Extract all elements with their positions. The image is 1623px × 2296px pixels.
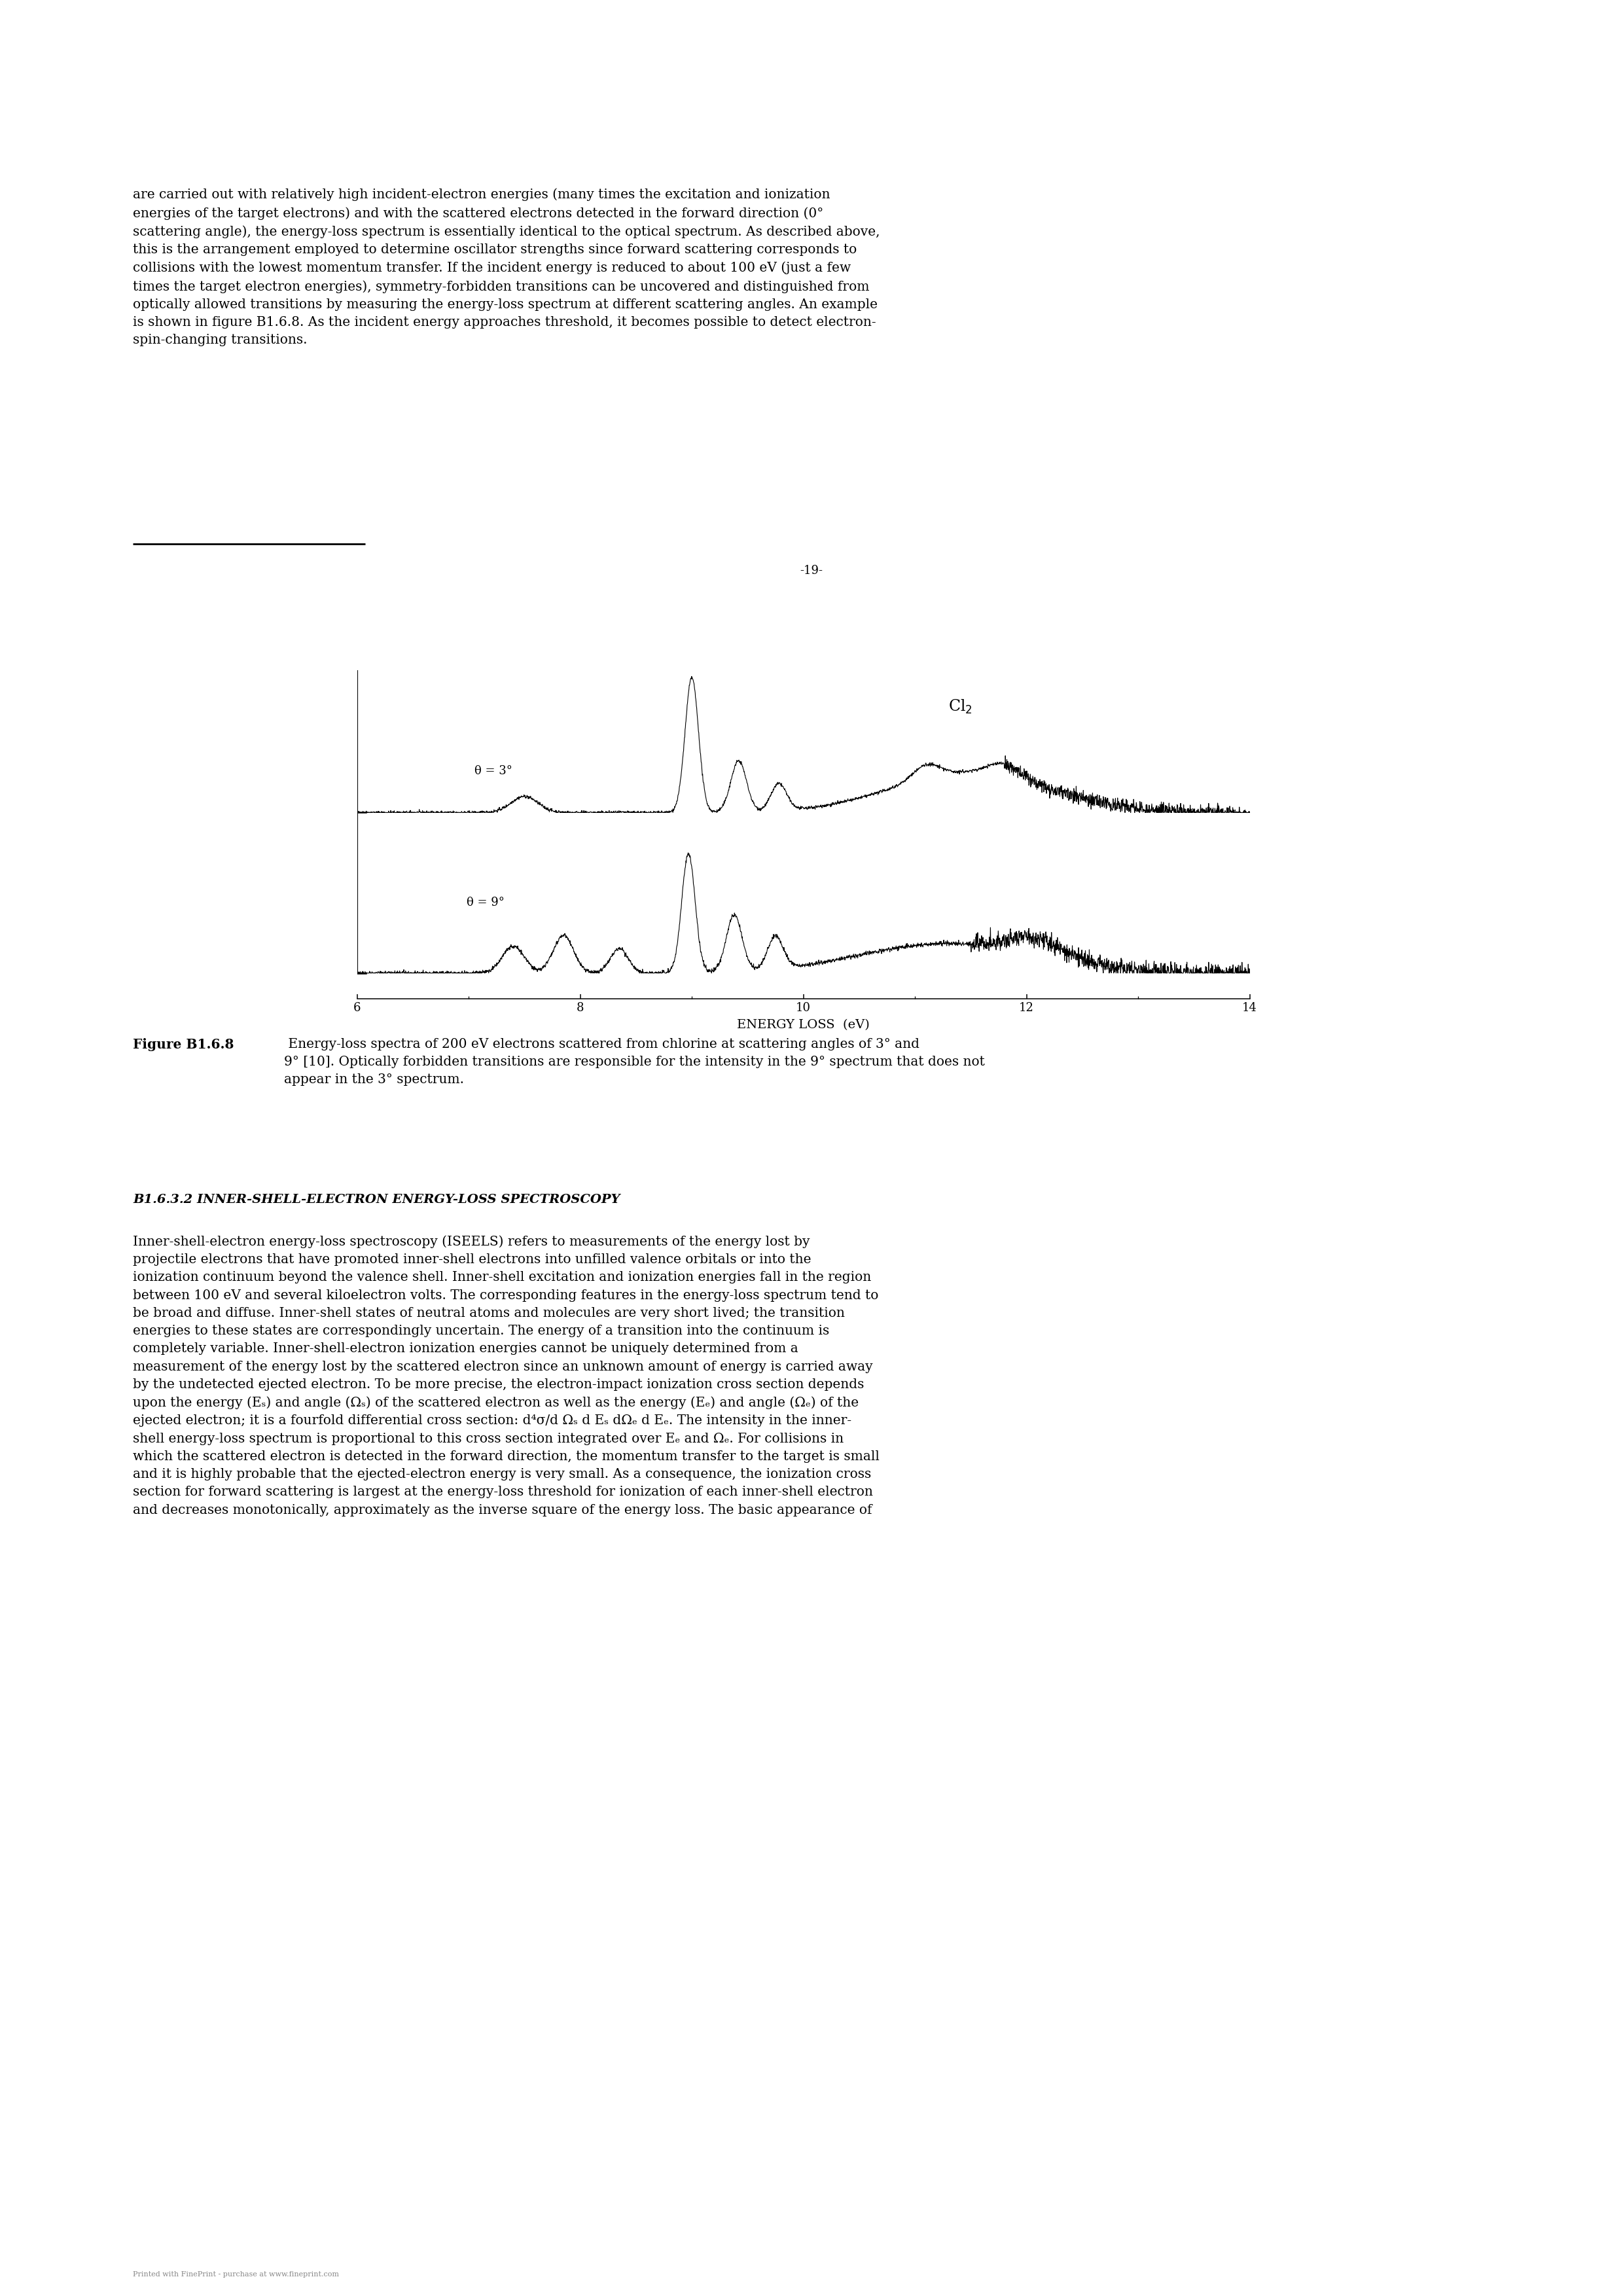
Text: Energy-loss spectra of 200 eV electrons scattered from chlorine at scattering an: Energy-loss spectra of 200 eV electrons … (284, 1038, 985, 1086)
X-axis label: ENERGY LOSS  (eV): ENERGY LOSS (eV) (737, 1019, 870, 1031)
Text: are carried out with relatively high incident-electron energies (many times the : are carried out with relatively high inc… (133, 188, 880, 347)
Text: Inner-shell-electron energy-loss spectroscopy (ISEELS) refers to measurements of: Inner-shell-electron energy-loss spectro… (133, 1235, 880, 1515)
Text: Figure B1.6.8: Figure B1.6.8 (133, 1038, 234, 1052)
Text: -19-: -19- (800, 565, 823, 576)
Text: B1.6.3.2 INNER-SHELL-ELECTRON ENERGY-LOSS SPECTROSCOPY: B1.6.3.2 INNER-SHELL-ELECTRON ENERGY-LOS… (133, 1194, 620, 1205)
Text: Cl$_2$: Cl$_2$ (948, 698, 972, 714)
Text: θ = 9°: θ = 9° (466, 895, 505, 909)
Text: θ = 3°: θ = 3° (474, 765, 513, 776)
Text: Printed with FinePrint - purchase at www.fineprint.com: Printed with FinePrint - purchase at www… (133, 2271, 339, 2278)
